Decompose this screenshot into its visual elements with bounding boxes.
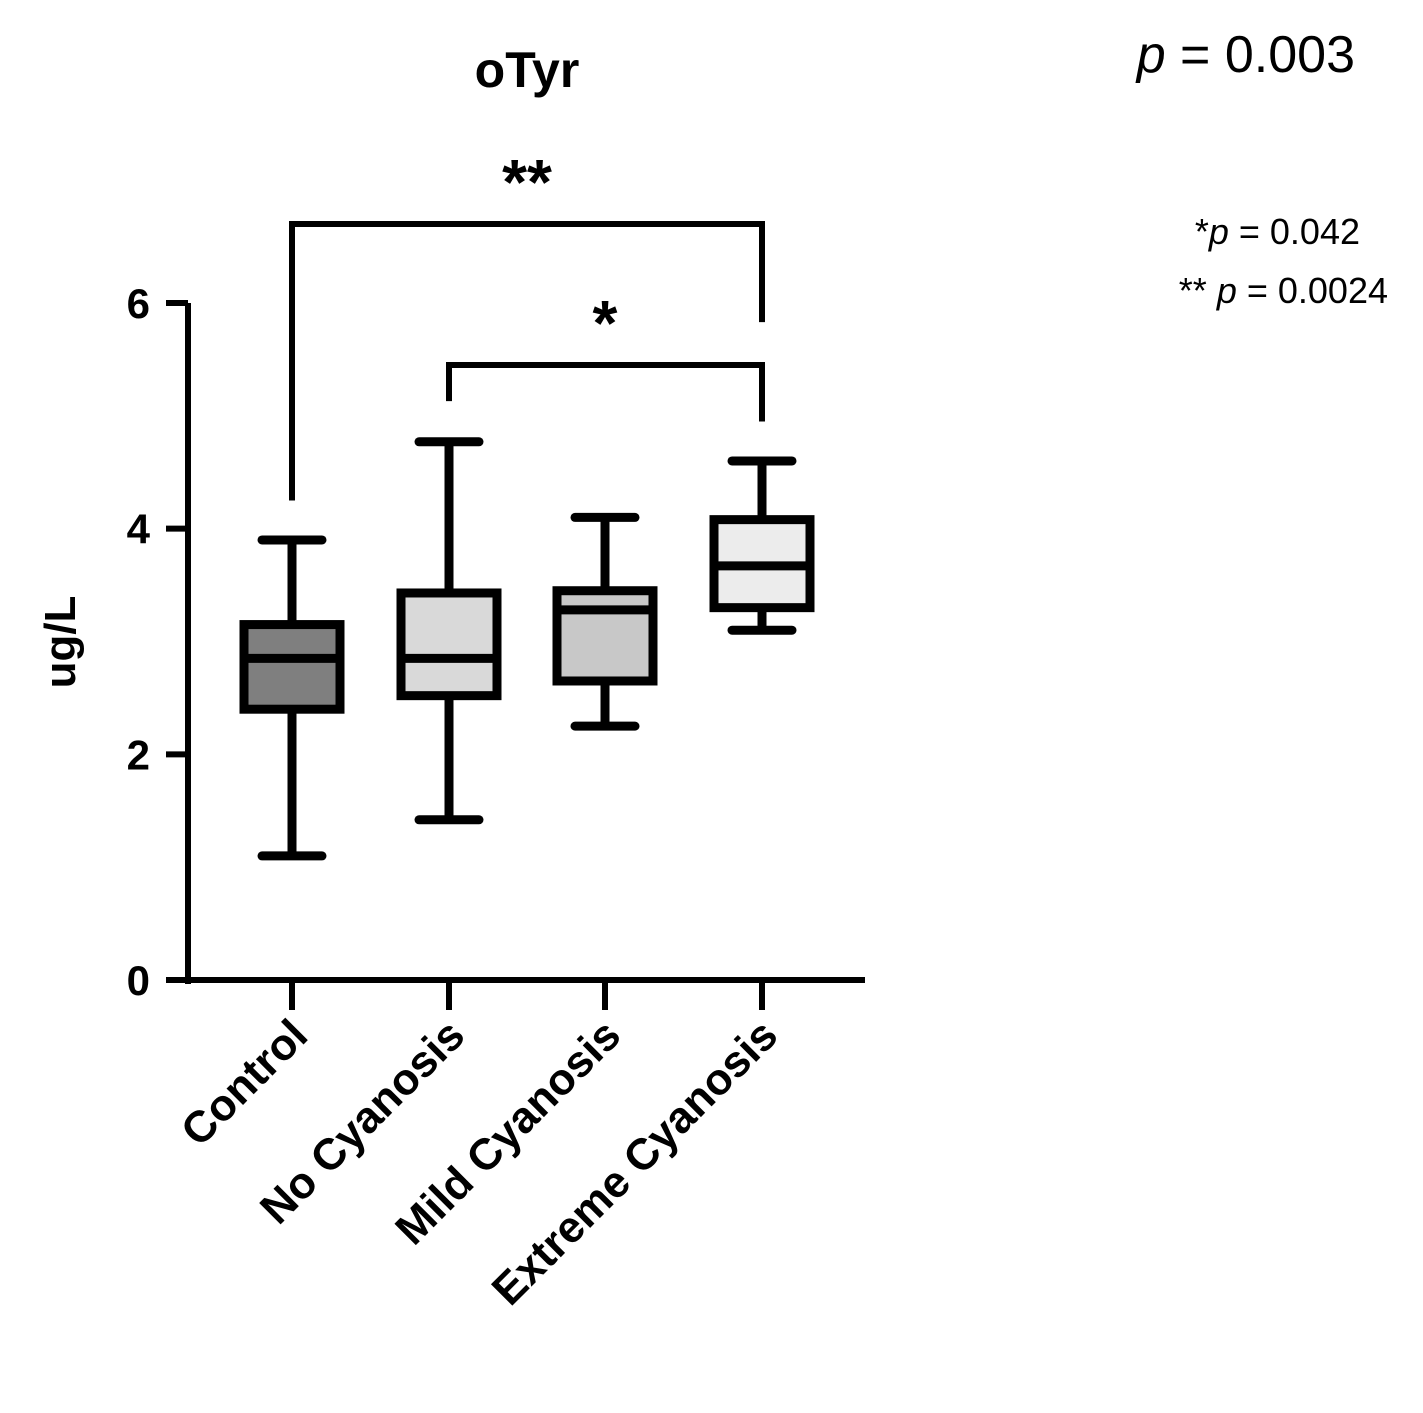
y-tick-label: 6 [127, 280, 150, 327]
x-tick-label: Control [172, 1010, 317, 1155]
y-axis-label: ug/L [36, 596, 85, 689]
bracket-line [289, 221, 765, 501]
significance-note-single: *p = 0.042 [1195, 211, 1360, 252]
chart-title: oTyr [475, 42, 580, 98]
box-1 [396, 437, 502, 825]
overall-p-value: p = 0.003 [1135, 26, 1355, 84]
iqr-box [552, 586, 658, 686]
axes [166, 300, 865, 1010]
significance-label: * [593, 287, 618, 359]
significance-label: ** [502, 146, 552, 218]
box-2 [552, 512, 658, 731]
significance-note-double: ** p = 0.0024 [1179, 270, 1388, 311]
y-tick-label: 0 [127, 957, 150, 1004]
y-tick-label: 2 [127, 731, 150, 778]
boxes [239, 437, 815, 861]
box-0 [239, 535, 345, 861]
bracket-line [446, 362, 765, 422]
iqr-box [396, 588, 502, 701]
y-tick-label: 4 [127, 506, 151, 553]
bracket-0: ** [289, 146, 765, 501]
bracket-1: * [446, 287, 765, 422]
significance-brackets: *** [289, 146, 765, 501]
iqr-box [239, 620, 345, 714]
x-tick-label: Extreme Cyanosis [483, 1010, 787, 1314]
box-3 [709, 456, 815, 635]
